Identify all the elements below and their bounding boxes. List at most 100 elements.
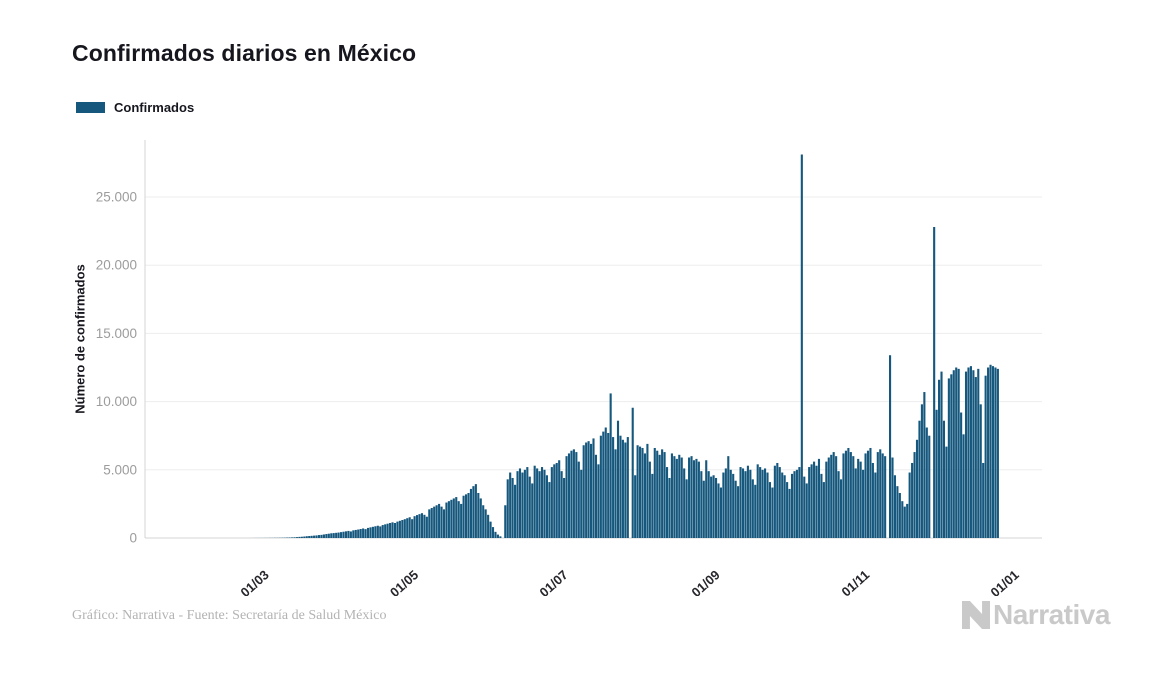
bars-confirmados: [249, 154, 999, 538]
confirmed-bar: [621, 439, 624, 538]
confirmed-bar: [722, 472, 725, 538]
confirmed-bar: [460, 503, 463, 538]
confirmed-bar: [487, 514, 490, 538]
confirmed-bar: [442, 509, 446, 538]
confirmed-bar: [362, 528, 365, 538]
legend: Confirmados: [76, 100, 194, 115]
confirmed-bar: [555, 462, 558, 538]
confirmed-bar: [413, 516, 416, 538]
confirmed-bar: [962, 434, 965, 538]
confirmed-bar: [384, 524, 387, 538]
confirmed-bar: [938, 379, 941, 538]
confirmed-bar: [680, 457, 683, 538]
confirmed-bar: [540, 467, 544, 538]
confirmed-bar: [950, 374, 953, 538]
confirmed-bar: [788, 488, 791, 538]
confirmed-bar: [445, 502, 448, 538]
x-tick-label: 01/03: [237, 567, 271, 596]
confirmed-bar: [594, 454, 598, 538]
confirmed-bar: [452, 498, 455, 538]
confirmed-bar: [778, 467, 781, 538]
confirmed-bar: [751, 479, 754, 538]
confirmed-bar: [291, 537, 294, 538]
confirmed-bar: [839, 479, 843, 538]
confirmed-bar: [688, 457, 691, 538]
confirmed-bar: [754, 484, 757, 538]
confirmed-bar: [847, 447, 850, 538]
confirmed-bar: [908, 472, 911, 538]
confirmed-bar: [580, 469, 583, 538]
confirmed-bar: [925, 427, 928, 538]
confirmed-bar: [974, 377, 977, 538]
confirmed-bar: [719, 487, 722, 538]
confirmed-bar: [531, 483, 534, 538]
confirmed-bar: [675, 458, 678, 538]
confirmed-bar: [710, 476, 713, 538]
confirmed-bar: [352, 530, 355, 538]
confirmed-bar: [415, 515, 419, 538]
confirmed-bar: [523, 469, 526, 538]
confirmed-bar: [685, 479, 688, 538]
confirmed-bar: [989, 364, 992, 538]
confirmed-bar: [604, 427, 607, 538]
confirmed-bar: [597, 464, 600, 538]
confirmed-bar: [420, 513, 423, 538]
confirmed-bar: [842, 453, 845, 538]
confirmed-bar: [825, 461, 828, 538]
confirmed-bar: [945, 446, 948, 538]
confirmed-bar: [484, 509, 487, 538]
confirmed-bar: [768, 482, 772, 538]
confirmed-bar: [852, 456, 855, 538]
confirmed-bar: [862, 469, 865, 538]
confirmed-bar: [764, 468, 767, 538]
confirmed-bar: [455, 497, 458, 538]
confirmed-bar: [879, 449, 882, 538]
confirmed-bar: [438, 503, 441, 538]
confirmed-bar: [538, 471, 541, 538]
confirmed-bar: [729, 469, 732, 538]
confirmed-bar: [317, 535, 321, 538]
confirmed-bar: [344, 531, 348, 538]
confirmed-bar: [734, 480, 737, 538]
confirmed-bar: [678, 454, 681, 538]
confirmed-bar: [396, 521, 399, 538]
confirmed-bar: [366, 527, 370, 538]
confirmed-bar: [984, 375, 987, 538]
confirmed-bar: [893, 475, 897, 538]
confirmed-bar: [947, 378, 950, 538]
confirmed-bar: [955, 367, 958, 538]
confirmed-bar: [665, 467, 669, 538]
confirmed-bar: [411, 519, 414, 538]
confirmed-bar: [477, 492, 480, 538]
confirmed-bar: [310, 535, 313, 538]
confirmed-bar: [911, 462, 914, 538]
confirmed-bar: [354, 529, 357, 538]
confirmed-bar: [798, 467, 801, 538]
confirmed-bar: [849, 452, 852, 538]
confirmed-bar: [511, 477, 514, 538]
confirmed-bar: [727, 456, 730, 538]
confirmed-bar: [670, 453, 673, 538]
confirmed-bar: [690, 456, 693, 538]
confirmed-bar: [661, 449, 664, 538]
confirmed-bar: [776, 462, 779, 538]
confirmed-bar: [884, 456, 887, 538]
confirmed-bar: [756, 464, 759, 538]
confirmed-bar: [491, 527, 495, 538]
confirmed-bar: [506, 479, 509, 538]
confirmed-bar: [398, 520, 401, 538]
confirmed-bar: [641, 447, 644, 538]
confirmed-bar: [739, 467, 742, 538]
confirmed-bar: [783, 475, 786, 538]
confirmed-bar: [923, 392, 926, 538]
confirmed-bar: [553, 464, 556, 538]
confirmed-bar: [558, 460, 561, 538]
confirmed-bar: [300, 536, 303, 538]
confirmed-bar: [469, 488, 473, 538]
narrativa-logo-icon: [962, 601, 990, 629]
confirmed-bar: [700, 471, 703, 538]
confirmed-bar: [803, 476, 806, 538]
confirmed-bar: [810, 464, 813, 538]
confirmed-bar: [288, 537, 291, 538]
confirmed-bar: [335, 532, 338, 538]
